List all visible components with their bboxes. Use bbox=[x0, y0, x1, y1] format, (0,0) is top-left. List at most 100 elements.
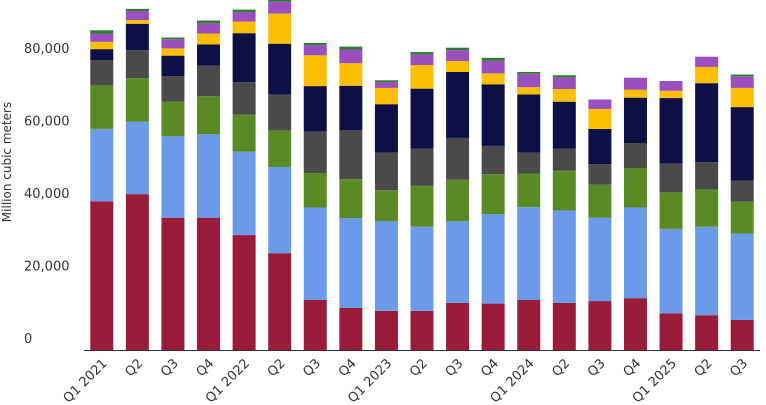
bar-segment-1-series-6 bbox=[90, 41, 114, 50]
bar-segment-17-series-2 bbox=[659, 228, 683, 314]
bar-segment-9-series-5 bbox=[374, 104, 398, 153]
bar-segment-8-series-4 bbox=[339, 130, 363, 180]
bar-segment-5-series-8 bbox=[232, 9, 256, 13]
x-tick-label: Q2 bbox=[407, 356, 431, 380]
x-tick-label: Q3 bbox=[585, 356, 609, 380]
bar-segment-7-series-5 bbox=[303, 86, 327, 132]
bar-segment-4-series-4 bbox=[197, 65, 221, 97]
bar-segment-17-series-7 bbox=[659, 81, 683, 91]
x-tick-label: Q1 2021 bbox=[61, 356, 111, 405]
bar-segment-2-series-5 bbox=[125, 23, 149, 51]
x-tick-label: Q2 bbox=[122, 356, 146, 380]
bar-segment-14-series-1 bbox=[552, 302, 576, 351]
bar-segment-14-series-4 bbox=[552, 148, 576, 171]
bar-segment-6-series-1 bbox=[268, 253, 292, 350]
bar-segment-7-series-4 bbox=[303, 131, 327, 174]
bar-segment-15-series-4 bbox=[588, 164, 612, 185]
bar-segment-4-series-7 bbox=[197, 23, 221, 34]
bar-segment-13-series-7 bbox=[517, 73, 541, 88]
bar-segment-19-series-3 bbox=[730, 201, 754, 234]
bar-segment-8-series-3 bbox=[339, 179, 363, 219]
bar-segment-13-series-1 bbox=[517, 299, 541, 350]
y-tick-label: 80,000 bbox=[24, 42, 70, 57]
bar-segment-1-series-1 bbox=[90, 201, 114, 351]
y-axis-title: Million cubic meters bbox=[0, 102, 14, 222]
x-tick-label: Q3 bbox=[727, 356, 751, 380]
bar-segment-2-series-2 bbox=[125, 121, 149, 195]
bar-segment-14-series-3 bbox=[552, 170, 576, 211]
bar-segment-8-series-1 bbox=[339, 307, 363, 350]
bar-segment-18-series-5 bbox=[695, 83, 719, 163]
y-tick-label: 0 bbox=[24, 332, 32, 347]
bar-segment-19-series-7 bbox=[730, 76, 754, 88]
bar-segment-18-series-6 bbox=[695, 66, 719, 84]
bar-segment-15-series-1 bbox=[588, 301, 612, 350]
bar-segment-19-series-1 bbox=[730, 319, 754, 350]
bar-segment-11-series-6 bbox=[446, 61, 470, 72]
bar-segment-6-series-4 bbox=[268, 94, 292, 131]
bar-segment-14-series-2 bbox=[552, 210, 576, 303]
bar-segment-15-series-2 bbox=[588, 217, 612, 302]
bar-segment-3-series-3 bbox=[161, 101, 185, 137]
bar-segment-9-series-3 bbox=[374, 190, 398, 221]
bar-segment-12-series-6 bbox=[481, 73, 505, 85]
bar-segment-6-series-2 bbox=[268, 166, 292, 254]
bar-segment-4-series-2 bbox=[197, 134, 221, 218]
bar-segment-19-series-4 bbox=[730, 180, 754, 202]
bar-segment-12-series-1 bbox=[481, 303, 505, 350]
bar-segment-3-series-4 bbox=[161, 76, 185, 102]
bar-segment-4-series-5 bbox=[197, 44, 221, 66]
y-tick-labels: 0 20,000 40,000 60,000 80,000 bbox=[24, 42, 70, 347]
bar-segment-14-series-5 bbox=[552, 101, 576, 149]
bar-segment-2-series-4 bbox=[125, 50, 149, 79]
bar-segment-9-series-2 bbox=[374, 220, 398, 311]
bar-segment-4-series-1 bbox=[197, 217, 221, 350]
x-tick-label: Q4 bbox=[336, 356, 360, 380]
bar-segment-13-series-3 bbox=[517, 173, 541, 208]
bar-segment-3-series-6 bbox=[161, 48, 185, 56]
bar-segment-10-series-2 bbox=[410, 226, 434, 311]
bar-segment-18-series-4 bbox=[695, 162, 719, 190]
bar-segment-1-series-4 bbox=[90, 60, 114, 86]
bar-segment-6-series-6 bbox=[268, 13, 292, 44]
bar-segment-18-series-3 bbox=[695, 189, 719, 227]
bar-segment-12-series-3 bbox=[481, 174, 505, 215]
bar-segment-15-series-6 bbox=[588, 108, 612, 129]
bar-segment-13-series-8 bbox=[517, 71, 541, 74]
bar-segment-7-series-6 bbox=[303, 55, 327, 87]
x-tick-label: Q3 bbox=[300, 356, 324, 380]
bar-segment-14-series-7 bbox=[552, 77, 576, 89]
bar-segment-9-series-7 bbox=[374, 82, 398, 88]
bar-segment-12-series-8 bbox=[481, 57, 505, 61]
bar-segment-11-series-5 bbox=[446, 71, 470, 138]
bar-segment-6-series-7 bbox=[268, 1, 292, 14]
bar-segment-11-series-7 bbox=[446, 50, 470, 62]
bar-segment-1-series-8 bbox=[90, 30, 114, 34]
bar-segment-1-series-7 bbox=[90, 33, 114, 42]
bar-segment-15-series-5 bbox=[588, 128, 612, 165]
bar-segment-10-series-3 bbox=[410, 185, 434, 227]
bar-segment-12-series-5 bbox=[481, 84, 505, 146]
bar-segment-2-series-6 bbox=[125, 20, 149, 24]
x-tick-label: Q2 bbox=[265, 356, 289, 380]
bar-segment-11-series-1 bbox=[446, 302, 470, 351]
bar-segment-5-series-3 bbox=[232, 114, 256, 152]
bar-segment-19-series-6 bbox=[730, 87, 754, 108]
bar-segment-2-series-1 bbox=[125, 194, 149, 351]
bar-segment-18-series-2 bbox=[695, 226, 719, 316]
bar-segment-2-series-3 bbox=[125, 78, 149, 122]
y-tick-label: 60,000 bbox=[24, 115, 70, 130]
bar-segment-16-series-5 bbox=[623, 97, 647, 144]
x-tick-label: Q2 bbox=[549, 356, 573, 380]
bar-segment-6-series-3 bbox=[268, 130, 292, 167]
bar-segment-16-series-3 bbox=[623, 168, 647, 208]
bar-segment-19-series-5 bbox=[730, 107, 754, 181]
bar-segment-10-series-6 bbox=[410, 65, 434, 89]
bar-segment-14-series-6 bbox=[552, 89, 576, 102]
bar-segment-7-series-8 bbox=[303, 42, 327, 46]
bar-segment-2-series-7 bbox=[125, 11, 149, 21]
bar-segment-1-series-2 bbox=[90, 128, 114, 202]
bar-segment-8-series-8 bbox=[339, 46, 363, 50]
bar-segment-10-series-8 bbox=[410, 52, 434, 55]
